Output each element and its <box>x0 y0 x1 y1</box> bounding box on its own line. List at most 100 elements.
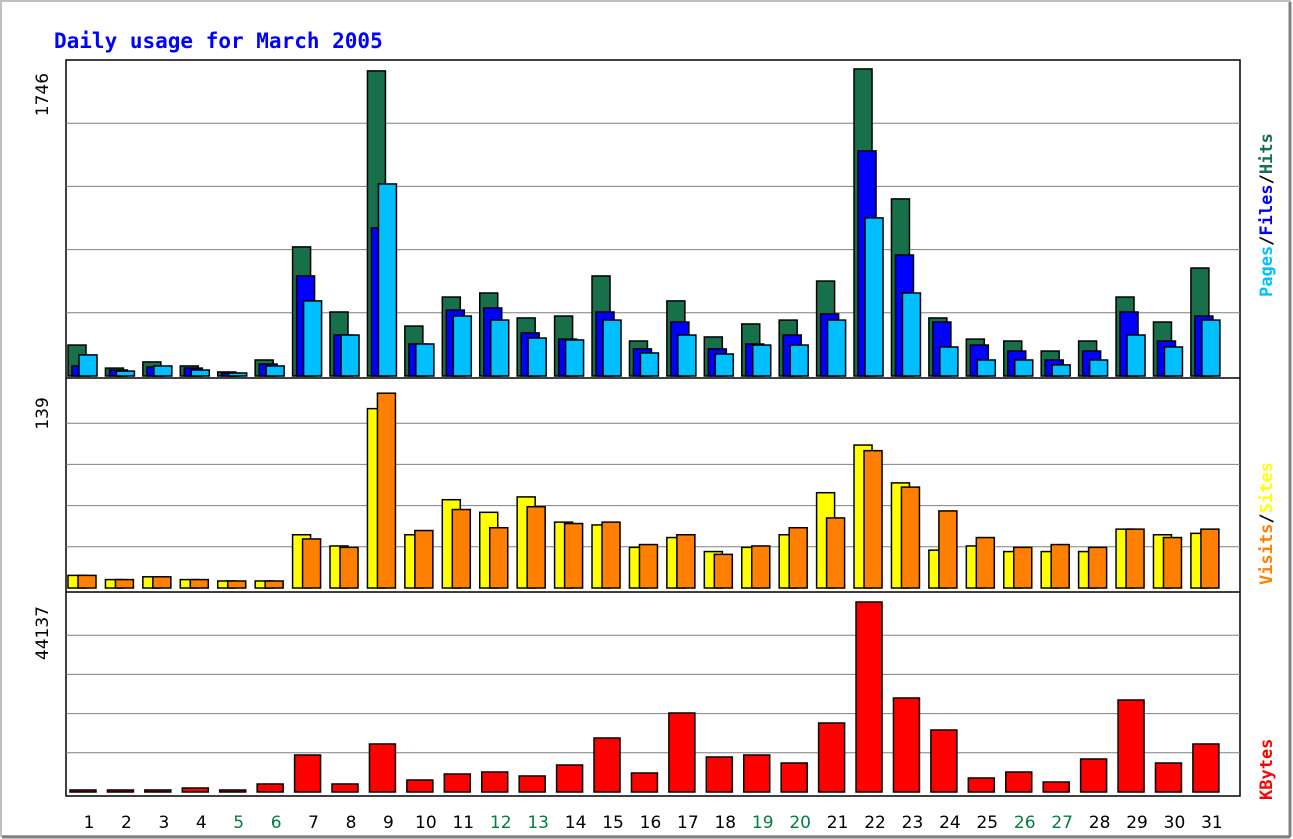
bar <box>1014 359 1034 377</box>
bar <box>668 712 696 793</box>
bar <box>489 319 510 377</box>
legend-separator: / <box>1257 236 1277 246</box>
bar <box>930 729 958 793</box>
bar <box>77 574 97 589</box>
bar <box>227 372 248 377</box>
x-tick-label: 17 <box>677 813 699 833</box>
bar <box>1200 528 1220 589</box>
bar <box>601 521 621 589</box>
bar <box>555 764 584 793</box>
bar <box>677 334 697 377</box>
bar <box>406 779 434 793</box>
x-tick-label: 3 <box>158 813 169 833</box>
bar <box>713 553 734 589</box>
bar <box>564 339 585 377</box>
x-tick-label: 5 <box>233 813 244 833</box>
bar <box>526 505 546 589</box>
bar <box>144 789 172 793</box>
bar <box>638 543 659 589</box>
legend: Visits/Sites <box>1257 462 1277 585</box>
x-tick-label: 6 <box>271 813 282 833</box>
bar <box>414 529 434 589</box>
bar <box>339 546 359 589</box>
bar <box>340 334 360 377</box>
bar <box>480 771 509 793</box>
bar <box>152 576 172 589</box>
legend-separator: / <box>1257 513 1277 523</box>
x-tick-label: 19 <box>752 813 774 833</box>
bar <box>714 353 735 377</box>
x-tick-label: 18 <box>714 813 736 833</box>
bar <box>256 783 284 793</box>
x-tick-label: 27 <box>1051 813 1073 833</box>
x-tick-label: 25 <box>976 813 998 833</box>
bar <box>705 756 734 793</box>
x-tick-label: 15 <box>602 813 624 833</box>
bar <box>901 292 922 377</box>
x-tick-label: 4 <box>196 813 207 833</box>
y-tick-label: 139 <box>33 397 53 429</box>
bar <box>78 354 98 377</box>
bar <box>976 359 997 377</box>
x-tick-label: 2 <box>121 813 132 833</box>
bar <box>630 772 659 793</box>
bar <box>527 337 547 377</box>
bar <box>742 754 771 793</box>
bar <box>451 508 472 589</box>
bar <box>1088 359 1109 377</box>
bar <box>1079 758 1108 793</box>
x-tick-label: 14 <box>565 813 587 833</box>
bar <box>190 369 211 377</box>
bar <box>817 722 846 793</box>
bar <box>967 777 996 793</box>
bar <box>377 183 398 377</box>
bar <box>1126 334 1146 377</box>
bar <box>1042 781 1070 793</box>
bar <box>639 352 660 377</box>
x-tick-label: 13 <box>527 813 549 833</box>
bar <box>1051 364 1071 377</box>
bar <box>1050 543 1070 589</box>
bar <box>1013 546 1033 589</box>
bar <box>900 486 921 589</box>
x-tick-label: 30 <box>1164 813 1186 833</box>
bar <box>750 545 771 589</box>
bar <box>939 346 959 377</box>
bar <box>855 601 883 793</box>
bar <box>293 754 322 793</box>
bar <box>863 449 883 589</box>
y-tick-label: 44137 <box>33 606 53 660</box>
bar <box>488 526 509 589</box>
bar <box>1192 743 1220 793</box>
bar <box>114 578 135 589</box>
x-tick-label: 10 <box>415 813 437 833</box>
bar <box>226 580 247 589</box>
legend: Pages/Files/Hits <box>1257 133 1277 297</box>
x-tick-label: 12 <box>490 813 512 833</box>
bar <box>1087 546 1108 589</box>
chart-title: Daily usage for March 2005 <box>54 29 383 53</box>
bar <box>938 510 958 589</box>
bar <box>376 392 397 589</box>
legend: KBytes <box>1257 739 1277 800</box>
x-tick-label: 1 <box>84 813 95 833</box>
bar <box>1005 771 1033 793</box>
bar <box>864 217 884 377</box>
bar <box>115 370 136 377</box>
bar <box>264 580 284 589</box>
bar <box>826 319 847 377</box>
bar <box>106 789 135 793</box>
plot-frame <box>65 59 1241 797</box>
legend-entry: Pages <box>1257 246 1277 297</box>
x-tick-label: 7 <box>308 813 319 833</box>
bar <box>302 300 323 377</box>
bar <box>563 522 584 589</box>
bar <box>1162 536 1183 589</box>
x-tick-label: 28 <box>1089 813 1111 833</box>
bar <box>331 783 359 793</box>
bar <box>443 773 472 793</box>
bar <box>975 536 996 589</box>
bar <box>602 319 622 377</box>
